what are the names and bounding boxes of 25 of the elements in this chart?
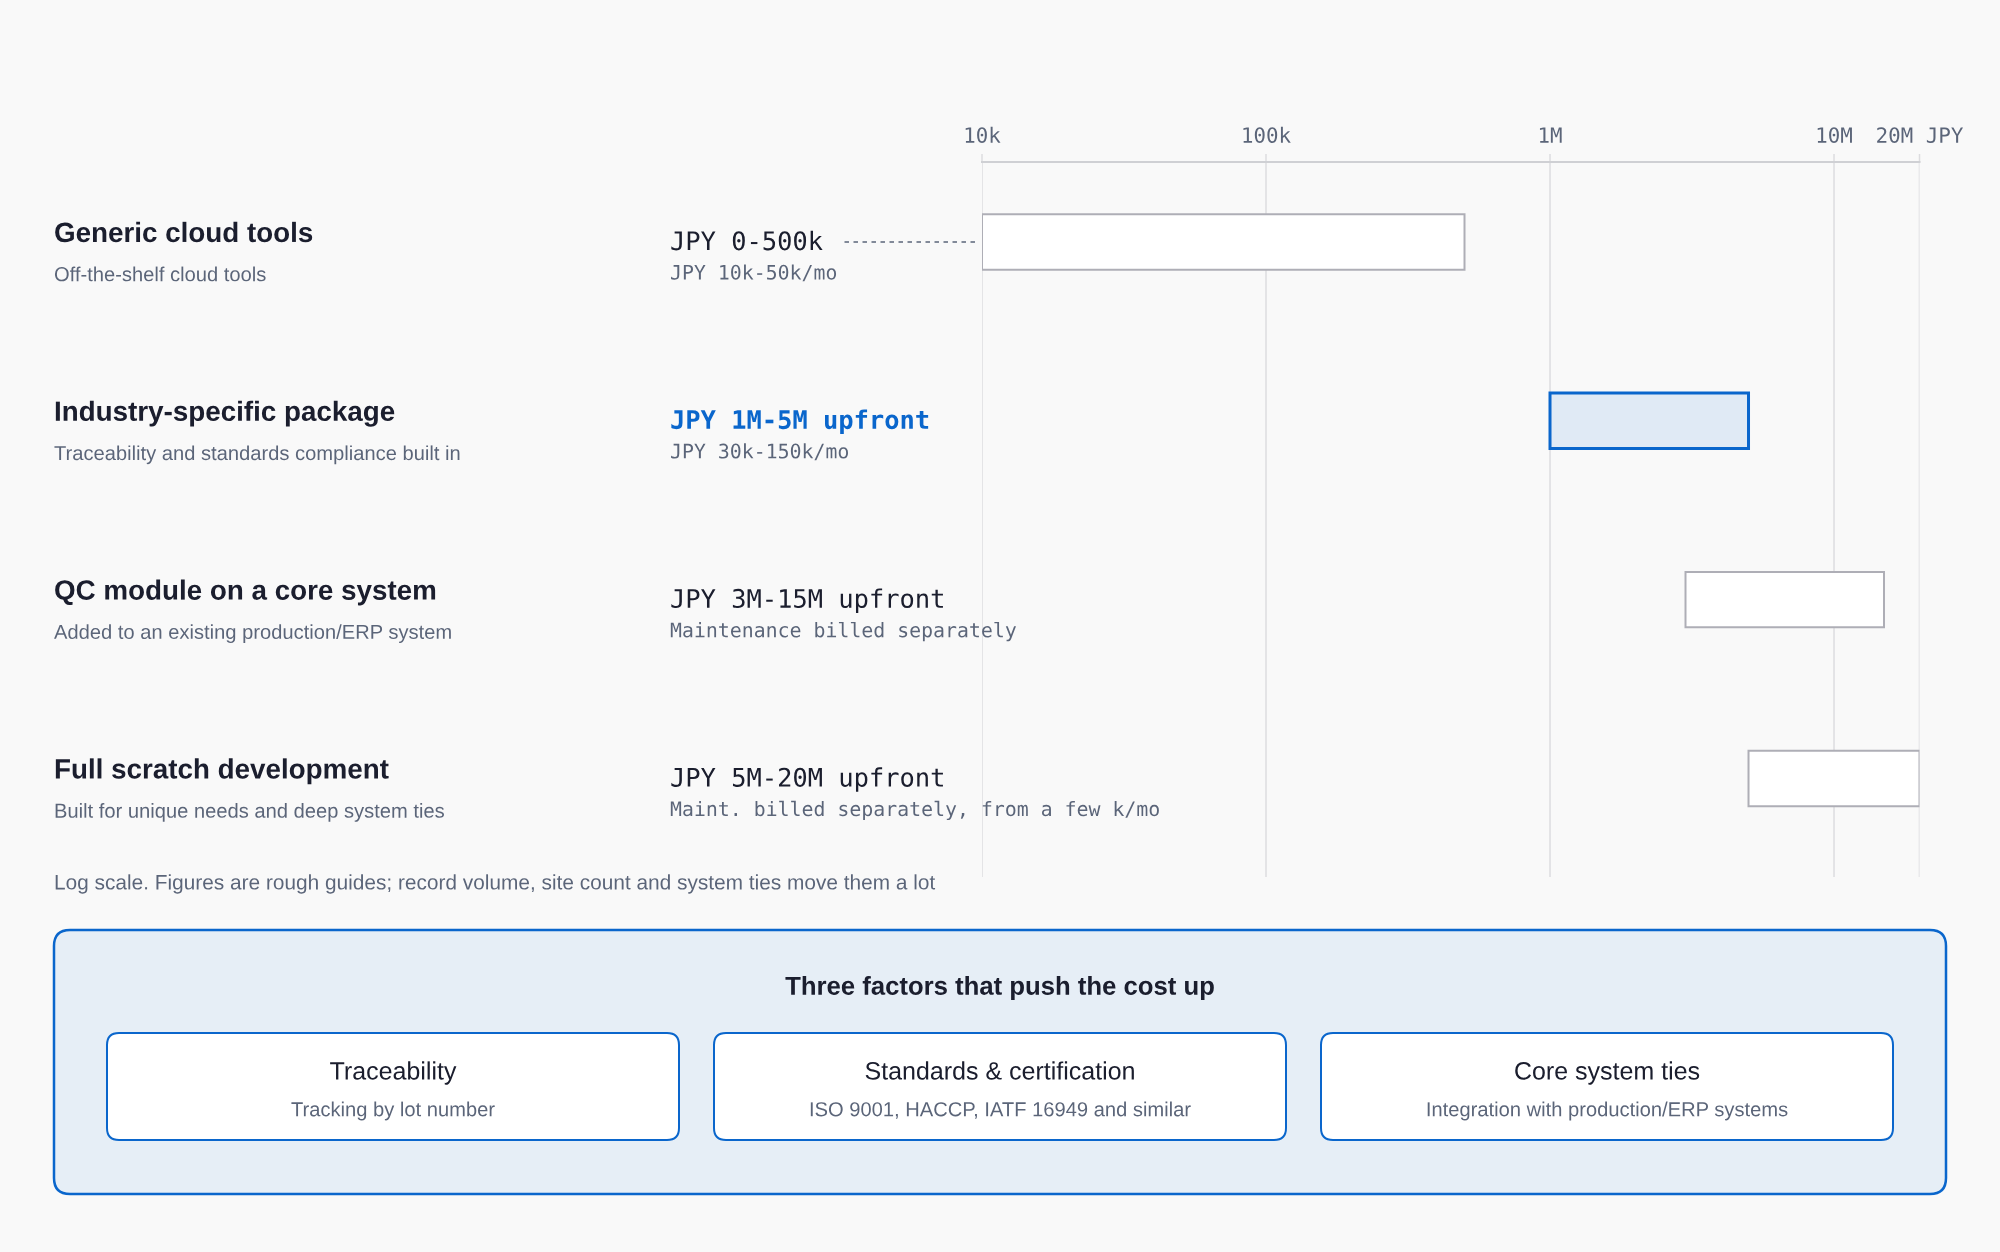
category-label: QC module on a core system Added to an existing production/ERP system	[54, 579, 451, 644]
category-label: Industry-specific package Traceability and standards compliance built in	[54, 400, 460, 465]
bar	[1548, 391, 1751, 450]
text: Three factors that push the cost up	[785, 976, 1214, 1000]
x-tick-label: 100k	[1243, 126, 1291, 143]
category-label: Generic cloud tools Off-the-shelf cloud tools	[54, 221, 313, 282]
x-tick-label: 20M JPY	[1877, 127, 1964, 143]
text: ISO 9001, HACCP, IATF 16949 and similar	[810, 1101, 1191, 1119]
category-label: Core system ties	[1515, 1061, 1700, 1085]
category-label: Traceability	[330, 1061, 457, 1085]
x-tick-label: 10M	[1817, 127, 1852, 143]
text: JPY 0-500k JPY 10k-50k/mo	[671, 230, 837, 282]
text: Log scale. Figures are rough guides; record volume, site count and system ties move them a lot	[55, 874, 936, 894]
bar	[982, 213, 1466, 271]
bar	[1747, 749, 1920, 808]
category-label: Full scratch development Built for unique needs and deep system ties	[55, 758, 444, 822]
text: Tracking by lot number	[291, 1101, 495, 1121]
x-tick-label: 10k	[965, 126, 1001, 143]
annotation: JPY 3M-15M upfront Maintenance billed separately	[670, 588, 1016, 642]
category-label: Standards & certification	[865, 1061, 1134, 1080]
annotation: JPY 5M-20M upfront Maint. billed separately, from a few k/mo	[670, 767, 1159, 821]
text: Integration with production/ERP systems	[1427, 1101, 1788, 1121]
x-tick-label: 1M	[1539, 127, 1562, 143]
bar	[1684, 570, 1886, 629]
text: JPY 1M-5M upfront JPY 30k-150k/mo	[671, 409, 929, 461]
